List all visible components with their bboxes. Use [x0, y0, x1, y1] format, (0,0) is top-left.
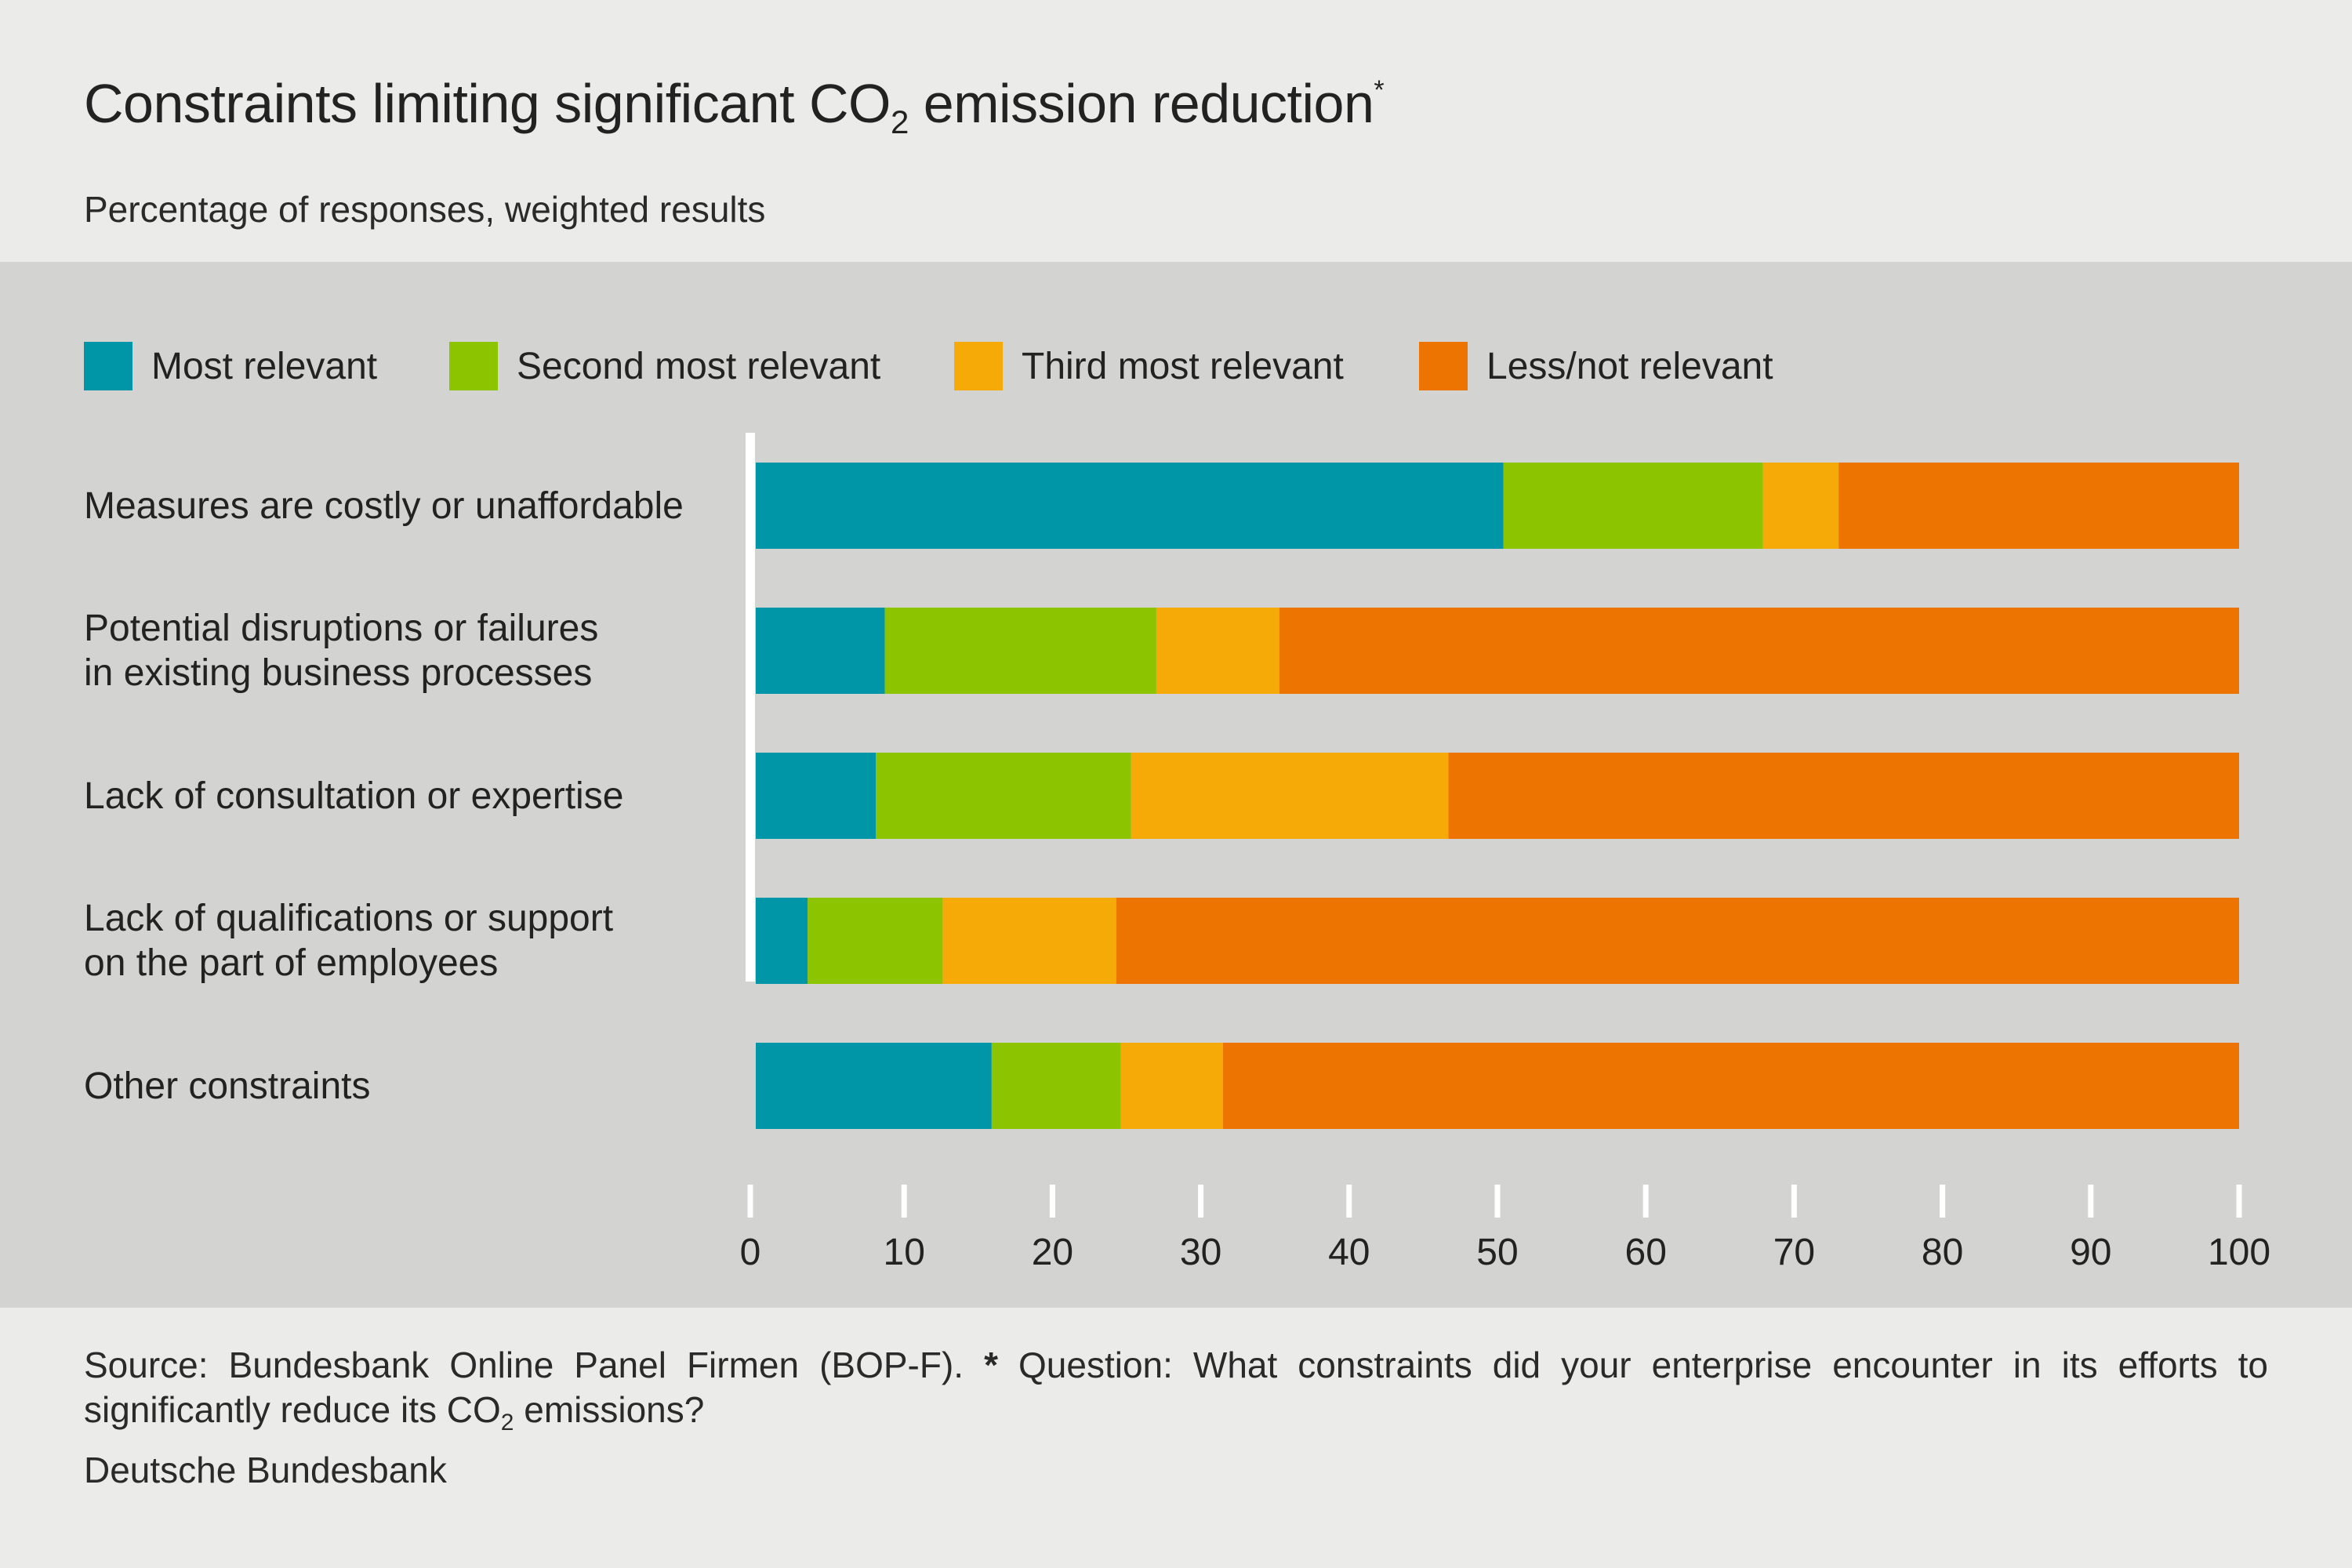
x-tick-label: 0 [740, 1232, 761, 1273]
title-footnote-mark: * [1374, 75, 1385, 105]
source-text: Source: Bundesbank Online Panel Firmen (… [84, 1345, 985, 1385]
legend-item: Less/not relevant [1419, 340, 1773, 392]
bar-segment [756, 608, 885, 694]
x-tick-label: 10 [884, 1232, 925, 1273]
category-label: Potential disruptions or failures in exis… [84, 606, 598, 695]
x-tick [1791, 1185, 1797, 1218]
bar-segment [808, 898, 943, 984]
title-subscript: 2 [890, 103, 909, 140]
source-note: Source: Bundesbank Online Panel Firmen (… [84, 1343, 2268, 1435]
x-tick [1049, 1185, 1055, 1218]
x-tick [1494, 1185, 1501, 1218]
x-tick [1642, 1185, 1649, 1218]
x-tick-label: 40 [1328, 1232, 1370, 1273]
chart-plot: 0 10 20 30 40 50 60 70 80 90 100 [740, 433, 2270, 1273]
title-text-end: emission reduction [908, 73, 1374, 134]
legend-item: Most relevant [84, 340, 377, 392]
category-label-line: Potential disruptions or failures [84, 608, 599, 649]
category-label: Lack of consultation or expertise [84, 774, 623, 818]
x-tick-label: 100 [2208, 1232, 2270, 1273]
legend-swatch [84, 342, 132, 390]
bar-segment [991, 1043, 1121, 1129]
credit: Deutsche Bundesbank [84, 1450, 447, 1490]
bar-segment [756, 1043, 992, 1129]
x-tick [1346, 1185, 1352, 1218]
title-text: Constraints limiting significant CO [84, 73, 891, 134]
bar-segment [1838, 463, 2239, 549]
category-label-line: Lack of qualifications or support [84, 898, 614, 939]
category-label: Measures are costly or unaffordable [84, 484, 684, 528]
source-subscript: 2 [500, 1410, 514, 1436]
x-tick-label: 60 [1625, 1232, 1667, 1273]
legend-item: Third most relevant [954, 340, 1344, 392]
bar-segment [1116, 898, 2239, 984]
category-label: Lack of qualifications or support on the … [84, 896, 613, 985]
x-tick-label: 90 [2070, 1232, 2111, 1273]
x-tick [901, 1185, 907, 1218]
legend-item: Second most relevant [449, 340, 880, 392]
legend-swatch [954, 342, 1003, 390]
legend-swatch [1419, 342, 1468, 390]
x-tick-label: 20 [1032, 1232, 1073, 1273]
bar-segment [756, 463, 1504, 549]
bar-segment [756, 898, 808, 984]
chart-subtitle: Percentage of responses, weighted result… [84, 189, 766, 230]
bar-segment [756, 753, 877, 839]
x-tick [2236, 1185, 2242, 1218]
source-question: Question: What constraints did your ente… [84, 1345, 2268, 1430]
chart-panel: Most relevant Second most relevant Third m… [0, 262, 2352, 1308]
x-tick-label: 50 [1476, 1232, 1518, 1273]
x-tick [1198, 1185, 1204, 1218]
bar-segment [1156, 608, 1279, 694]
bar-segment [1762, 463, 1839, 549]
x-tick [1940, 1185, 1946, 1218]
bar-segment [1279, 608, 2239, 694]
legend-label: Third most relevant [1022, 345, 1344, 387]
y-axis-line [746, 433, 755, 982]
header: Constraints limiting significant CO2 emi… [0, 0, 2352, 249]
category-label-line: Lack of consultation or expertise [84, 775, 624, 817]
x-tick-label: 30 [1180, 1232, 1221, 1273]
x-tick-label: 80 [1922, 1232, 1963, 1273]
category-label-line: Other constraints [84, 1065, 371, 1107]
bar-segment [1131, 753, 1449, 839]
source-footnote-mark: * [984, 1345, 998, 1385]
category-label: Other constraints [84, 1064, 370, 1109]
bar-segment [1120, 1043, 1223, 1129]
bar-segment [942, 898, 1116, 984]
x-tick [2088, 1185, 2094, 1218]
legend-swatch [449, 342, 498, 390]
source-text-end: emissions? [514, 1389, 705, 1430]
bar-segment [884, 608, 1156, 694]
x-tick-label: 70 [1773, 1232, 1815, 1273]
bar-segment [876, 753, 1131, 839]
category-label-line: in existing business processes [84, 652, 593, 694]
footer: Source: Bundesbank Online Panel Firmen (… [0, 1319, 2352, 1568]
category-label-line: on the part of employees [84, 942, 499, 984]
legend-label: Most relevant [151, 345, 378, 387]
category-label-line: Measures are costly or unaffordable [84, 485, 684, 527]
bar-segment [1222, 1043, 2239, 1129]
bar-segment [1448, 753, 2239, 839]
bar-segment [1503, 463, 1763, 549]
legend-label: Second most relevant [517, 345, 881, 387]
x-tick [747, 1185, 753, 1218]
legend-label: Less/not relevant [1486, 345, 1773, 387]
chart-title: Constraints limiting significant CO2 emi… [84, 72, 1385, 139]
